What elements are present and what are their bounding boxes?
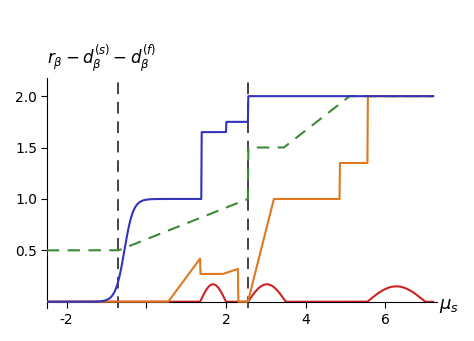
Text: $\mu_s$: $\mu_s$ xyxy=(439,297,459,315)
Text: $r_{\beta}-d_{\beta}^{(s)}-d_{\beta}^{(f)}$: $r_{\beta}-d_{\beta}^{(s)}-d_{\beta}^{(f… xyxy=(47,43,156,74)
